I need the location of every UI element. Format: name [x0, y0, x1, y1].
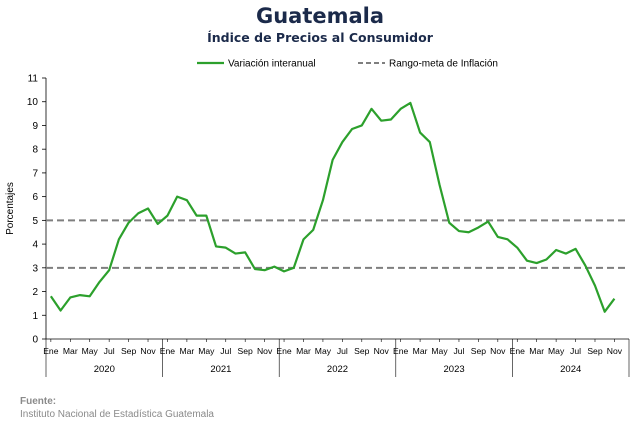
- x-tick-label: Jul: [453, 346, 464, 356]
- x-tick-label: Ene: [276, 346, 292, 356]
- x-tick-label: Ene: [160, 346, 176, 356]
- x-tick-label: May: [82, 346, 99, 356]
- x-tick-label: Sep: [238, 346, 254, 356]
- legend-label-variacion: Variación interanual: [228, 59, 316, 70]
- year-label: 2020: [94, 364, 115, 375]
- x-tick-label: May: [548, 346, 565, 356]
- source-text: Instituto Nacional de Estadística Guatem…: [20, 409, 214, 420]
- x-tick-label: Jul: [337, 346, 348, 356]
- x-tick-label: Ene: [510, 346, 526, 356]
- y-tick-label: 4: [32, 240, 38, 251]
- x-tick-label: Sep: [121, 346, 137, 356]
- x-tick-label: Mar: [529, 346, 544, 356]
- y-tick-label: 3: [32, 263, 38, 274]
- x-tick-label: Sep: [354, 346, 370, 356]
- x-tick-label: Mar: [413, 346, 428, 356]
- y-tick-label: 9: [32, 121, 38, 132]
- x-tick-label: May: [198, 346, 215, 356]
- year-label: 2023: [444, 364, 465, 375]
- x-tick-label: Mar: [296, 346, 311, 356]
- x-tick-label: Nov: [374, 346, 390, 356]
- year-label: 2024: [560, 364, 581, 375]
- y-tick-label: 1: [32, 311, 38, 322]
- chart-subtitle: Índice de Precios al Consumidor: [207, 30, 433, 45]
- chart-title: Guatemala: [255, 4, 385, 28]
- x-tick-label: Nov: [607, 346, 623, 356]
- x-tick-label: Jul: [570, 346, 581, 356]
- y-tick-label: 8: [32, 145, 38, 156]
- series-line-variacion-interanual: [49, 101, 616, 313]
- x-tick-label: Sep: [471, 346, 487, 356]
- source-label: Fuente:: [20, 396, 57, 407]
- legend-label-rango-meta: Rango-meta de Inflación: [389, 59, 498, 70]
- y-tick-label: 11: [28, 74, 39, 85]
- y-tick-label: 0: [32, 335, 38, 346]
- x-tick-label: May: [315, 346, 332, 356]
- x-tick-label: Nov: [257, 346, 273, 356]
- y-tick-label: 10: [27, 97, 39, 108]
- y-tick-label: 6: [32, 192, 38, 203]
- y-tick-label: 7: [32, 168, 38, 179]
- x-tick-label: Ene: [43, 346, 59, 356]
- x-tick-label: Sep: [587, 346, 603, 356]
- year-label: 2021: [210, 364, 231, 375]
- x-tick-label: May: [431, 346, 448, 356]
- year-label: 2022: [327, 364, 348, 375]
- x-tick-label: Jul: [220, 346, 231, 356]
- x-tick-label: Nov: [490, 346, 506, 356]
- y-tick-label: 2: [32, 287, 38, 298]
- x-tick-label: Nov: [140, 346, 156, 356]
- y-tick-label: 5: [32, 216, 38, 227]
- y-axis-title: Porcentajes: [5, 182, 16, 235]
- x-tick-label: Mar: [179, 346, 194, 356]
- x-tick-label: Ene: [393, 346, 409, 356]
- x-tick-label: Mar: [63, 346, 78, 356]
- x-tick-label: Jul: [104, 346, 115, 356]
